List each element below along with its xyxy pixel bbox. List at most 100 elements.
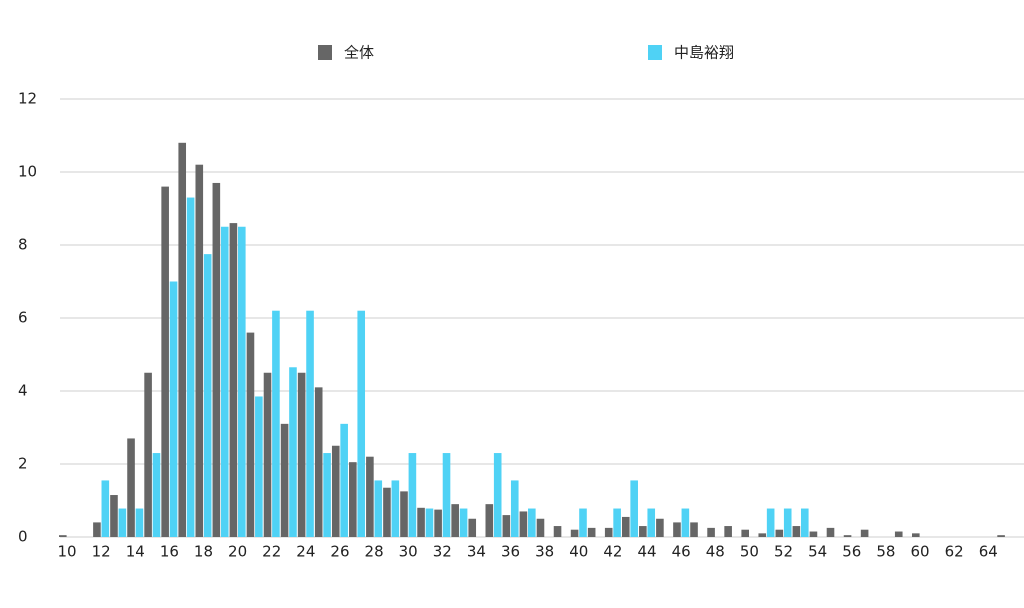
y-tick-label: 2 — [18, 455, 28, 473]
bar — [220, 226, 229, 537]
bar — [604, 527, 613, 537]
bar — [459, 508, 468, 537]
bar — [775, 529, 784, 537]
bar — [997, 535, 1005, 537]
bar — [263, 372, 272, 537]
bar — [417, 507, 425, 537]
bar — [152, 453, 161, 537]
bar — [502, 515, 511, 537]
bar — [758, 533, 767, 537]
x-tick-label: 60 — [910, 543, 929, 561]
x-tick-label: 36 — [501, 543, 520, 561]
bar — [425, 508, 434, 537]
x-tick-label: 18 — [194, 543, 213, 561]
x-tick-label: 38 — [535, 543, 554, 561]
bar — [195, 164, 204, 537]
bar — [843, 535, 852, 537]
y-tick-label: 6 — [18, 309, 28, 327]
bar — [442, 453, 451, 537]
bar — [374, 480, 383, 537]
bar — [186, 197, 195, 538]
bar — [246, 332, 255, 537]
x-tick-label: 52 — [774, 543, 793, 561]
bar — [297, 372, 306, 537]
bar — [306, 310, 314, 537]
bar — [510, 480, 519, 537]
bar — [161, 186, 169, 537]
x-tick-label: 10 — [57, 543, 76, 561]
legend-label: 中島裕翔 — [674, 44, 734, 62]
x-tick-label: 20 — [228, 543, 247, 561]
bar — [169, 281, 178, 537]
x-tick-label: 42 — [603, 543, 622, 561]
bar — [203, 254, 212, 537]
bar — [809, 531, 818, 537]
bar — [59, 535, 67, 537]
bar — [135, 508, 144, 537]
bar — [451, 504, 459, 537]
x-tick-label: 14 — [126, 543, 145, 561]
legend-swatch — [318, 45, 332, 60]
bar — [391, 480, 400, 537]
bar — [766, 508, 775, 537]
bar — [110, 495, 118, 537]
bar — [741, 529, 749, 537]
bar — [289, 367, 297, 537]
x-tick-label: 28 — [365, 543, 384, 561]
bar — [331, 445, 340, 537]
bar — [127, 438, 135, 537]
bar — [681, 508, 690, 537]
bar — [647, 508, 656, 537]
bar — [255, 396, 263, 537]
bar — [314, 387, 323, 537]
x-tick-label: 40 — [569, 543, 588, 561]
x-tick-label: 50 — [740, 543, 759, 561]
bar — [860, 529, 869, 537]
bar — [528, 508, 536, 537]
y-tick-label: 10 — [18, 163, 37, 181]
x-tick-label: 24 — [296, 543, 315, 561]
bar — [519, 511, 528, 537]
y-tick-label: 8 — [18, 236, 28, 254]
bar — [468, 518, 477, 537]
x-tick-label: 12 — [92, 543, 111, 561]
bar — [400, 491, 408, 537]
bar — [349, 462, 357, 537]
x-tick-label: 64 — [979, 543, 998, 561]
bar — [272, 310, 280, 537]
bar — [613, 508, 621, 537]
bar — [485, 504, 494, 537]
x-tick-label: 44 — [637, 543, 656, 561]
y-tick-label: 4 — [18, 382, 28, 400]
bar — [553, 526, 562, 537]
x-tick-label: 54 — [808, 543, 827, 561]
bar — [178, 142, 187, 538]
bar — [93, 522, 101, 537]
bar — [229, 223, 238, 537]
x-tick-label: 56 — [842, 543, 861, 561]
bar — [912, 533, 920, 537]
bar — [673, 522, 681, 537]
legend-swatch — [648, 45, 662, 60]
bar — [383, 487, 391, 537]
bar — [323, 453, 331, 537]
bar — [280, 423, 289, 537]
bar — [357, 310, 366, 537]
bar — [238, 226, 246, 537]
x-tick-label: 22 — [262, 543, 281, 561]
x-tick-label: 26 — [330, 543, 349, 561]
bar — [408, 453, 417, 537]
bar — [366, 456, 374, 537]
x-tick-label: 58 — [876, 543, 895, 561]
bar — [690, 522, 698, 537]
bar — [579, 508, 587, 537]
bar — [144, 372, 152, 537]
bar — [707, 527, 715, 537]
legend-label: 全体 — [344, 44, 374, 62]
bar — [434, 509, 442, 537]
bar — [783, 508, 792, 537]
bar — [894, 531, 903, 537]
bar — [724, 526, 732, 537]
bar — [493, 453, 502, 537]
x-tick-label: 48 — [706, 543, 725, 561]
